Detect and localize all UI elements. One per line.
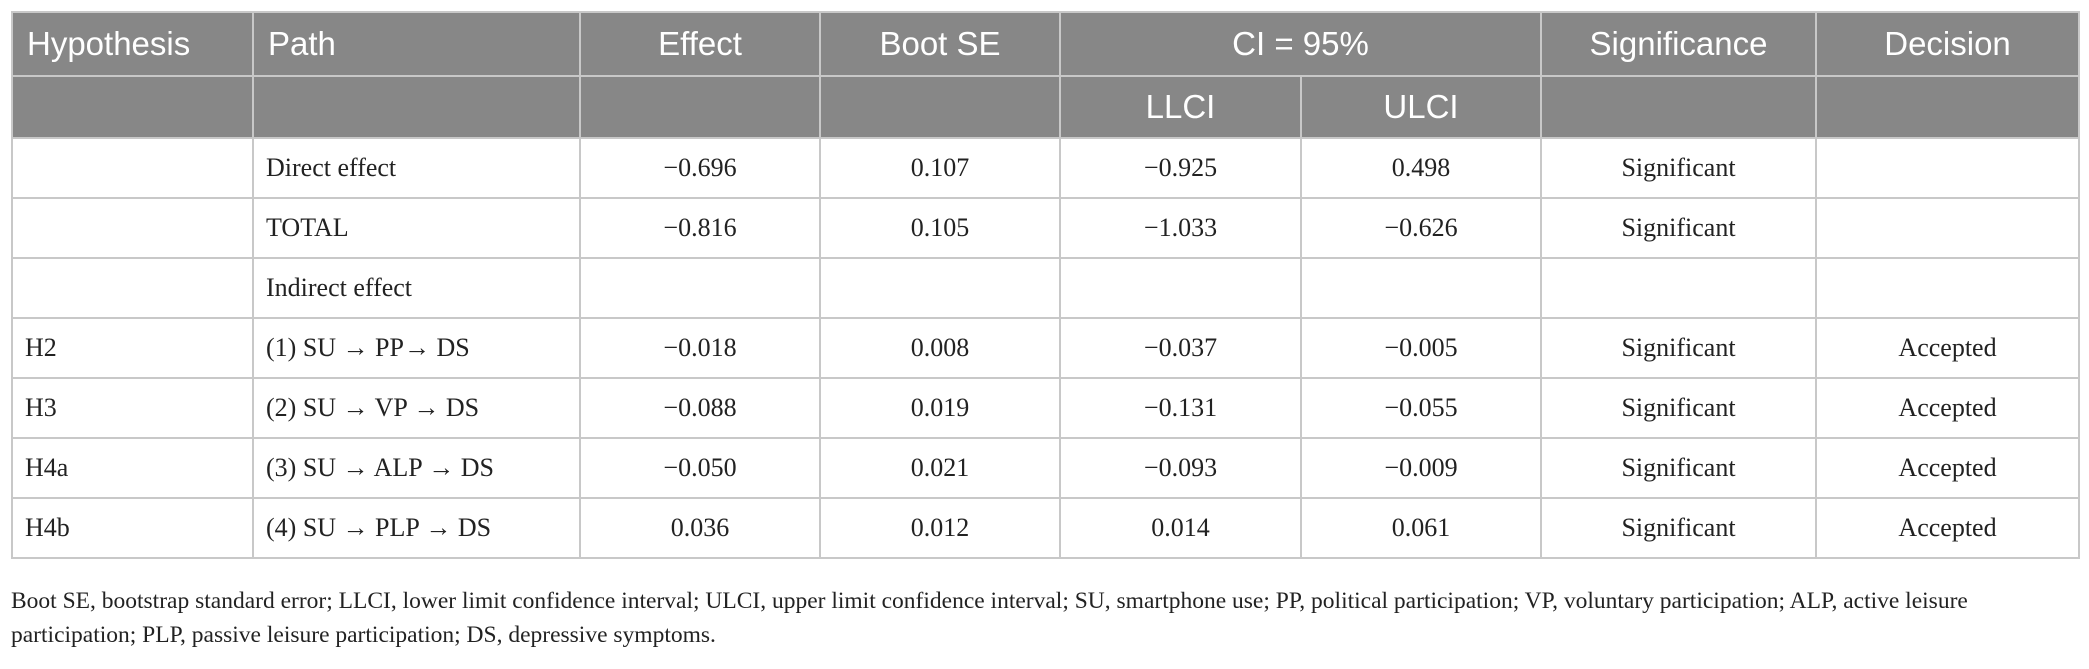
cell-ulci: 0.498: [1299, 137, 1543, 199]
cell-effect: −0.050: [579, 437, 821, 499]
header-significance: Significance: [1540, 11, 1818, 77]
header-row-primary: Hypothesis Path Effect Boot SE CI = 95% …: [11, 11, 2081, 77]
cell-path: (2) SU → VP → DS: [252, 377, 581, 439]
header-empty-cell: [11, 75, 254, 139]
cell-hypothesis: H4a: [11, 437, 254, 499]
cell-llci: −0.131: [1059, 377, 1302, 439]
header-empty-cell: [819, 75, 1061, 139]
header-boot-se: Boot SE: [819, 11, 1061, 77]
header-row-secondary: LLCI ULCI: [11, 75, 2081, 139]
cell-decision: [1815, 257, 2081, 319]
cell-path: Direct effect: [252, 137, 581, 199]
cell-path: Indirect effect: [252, 257, 581, 319]
cell-boot-se: 0.107: [819, 137, 1061, 199]
cell-hypothesis: H4b: [11, 497, 254, 559]
cell-ulci: −0.005: [1299, 317, 1543, 379]
cell-boot-se: 0.019: [819, 377, 1061, 439]
header-hypothesis: Hypothesis: [11, 11, 254, 77]
mediation-results-table: Hypothesis Path Effect Boot SE CI = 95% …: [11, 11, 2081, 559]
header-empty-cell: [579, 75, 821, 139]
cell-significance: Significant: [1540, 437, 1818, 499]
cell-path: (3) SU → ALP → DS: [252, 437, 581, 499]
cell-significance: Significant: [1540, 377, 1818, 439]
cell-decision: Accepted: [1815, 497, 2081, 559]
header-empty-cell: [1815, 75, 2081, 139]
header-llci: LLCI: [1059, 75, 1302, 139]
cell-significance: Significant: [1540, 317, 1818, 379]
cell-llci: −0.925: [1059, 137, 1302, 199]
cell-ulci: −0.009: [1299, 437, 1543, 499]
table-footnote: Boot SE, bootstrap standard error; LLCI,…: [11, 588, 1968, 648]
cell-effect: −0.696: [579, 137, 821, 199]
cell-significance: Significant: [1540, 497, 1818, 559]
cell-ulci: 0.061: [1299, 497, 1543, 559]
header-ci: CI = 95%: [1058, 11, 1543, 77]
table-row: Direct effect −0.696 0.107 −0.925 0.498 Signi…: [11, 137, 2081, 199]
cell-effect: −0.018: [579, 317, 821, 379]
table-row: TOTAL −0.816 0.105 −1.033 −0.626 Significant: [11, 197, 2081, 259]
cell-boot-se: 0.021: [819, 437, 1061, 499]
cell-hypothesis: [11, 197, 254, 259]
cell-boot-se: [819, 257, 1061, 319]
cell-decision: Accepted: [1815, 377, 2081, 439]
cell-decision: [1815, 197, 2081, 259]
cell-ulci: −0.055: [1299, 377, 1543, 439]
table-row: H2 (1) SU → PP→ DS −0.018 0.008 −0.037 −0.005…: [11, 317, 2081, 379]
cell-path: TOTAL: [252, 197, 581, 259]
results-table-container: Hypothesis Path Effect Boot SE CI = 95% …: [11, 11, 2081, 559]
cell-llci: [1059, 257, 1302, 319]
header-decision: Decision: [1815, 11, 2081, 77]
cell-decision: [1815, 137, 2081, 199]
cell-ulci: [1299, 257, 1543, 319]
cell-llci: 0.014: [1059, 497, 1302, 559]
cell-hypothesis: H2: [11, 317, 254, 379]
cell-effect: −0.816: [579, 197, 821, 259]
cell-significance: Significant: [1540, 137, 1818, 199]
cell-hypothesis: [11, 137, 254, 199]
table-body: Direct effect −0.696 0.107 −0.925 0.498 Signi…: [11, 137, 2081, 559]
table-header: Hypothesis Path Effect Boot SE CI = 95% …: [11, 11, 2081, 139]
cell-decision: Accepted: [1815, 317, 2081, 379]
cell-hypothesis: H3: [11, 377, 254, 439]
cell-llci: −0.037: [1059, 317, 1302, 379]
cell-boot-se: 0.012: [819, 497, 1061, 559]
cell-significance: [1540, 257, 1818, 319]
table-row: H4b (4) SU → PLP → DS 0.036 0.012 0.014 0.061…: [11, 497, 2081, 559]
header-effect: Effect: [579, 11, 821, 77]
cell-effect: −0.088: [579, 377, 821, 439]
header-ulci: ULCI: [1299, 75, 1543, 139]
cell-llci: −1.033: [1059, 197, 1302, 259]
table-row: H4a (3) SU → ALP → DS −0.050 0.021 −0.093 −0.…: [11, 437, 2081, 499]
cell-effect: 0.036: [579, 497, 821, 559]
table-row: Indirect effect: [11, 257, 2081, 319]
header-empty-cell: [252, 75, 581, 139]
cell-effect: [579, 257, 821, 319]
cell-decision: Accepted: [1815, 437, 2081, 499]
cell-path: (4) SU → PLP → DS: [252, 497, 581, 559]
table-row: H3 (2) SU → VP → DS −0.088 0.019 −0.131 −0.05…: [11, 377, 2081, 439]
cell-boot-se: 0.008: [819, 317, 1061, 379]
cell-significance: Significant: [1540, 197, 1818, 259]
cell-boot-se: 0.105: [819, 197, 1061, 259]
header-empty-cell: [1540, 75, 1818, 139]
cell-llci: −0.093: [1059, 437, 1302, 499]
header-path: Path: [252, 11, 581, 77]
cell-ulci: −0.626: [1299, 197, 1543, 259]
cell-path: (1) SU → PP→ DS: [252, 317, 581, 379]
cell-hypothesis: [11, 257, 254, 319]
